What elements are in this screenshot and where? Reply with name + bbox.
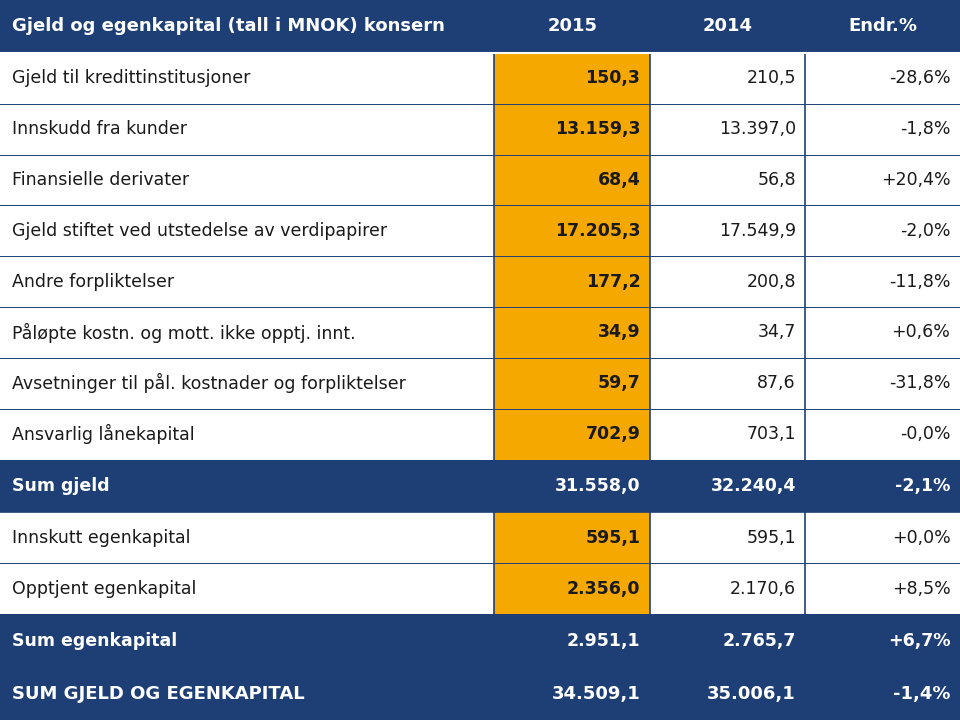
Text: +8,5%: +8,5% xyxy=(892,580,950,598)
Text: Sum gjeld: Sum gjeld xyxy=(12,477,109,495)
Text: 177,2: 177,2 xyxy=(586,273,640,291)
Text: 2.765,7: 2.765,7 xyxy=(723,631,796,649)
Text: Endr.%: Endr.% xyxy=(849,17,917,35)
Text: +0,0%: +0,0% xyxy=(892,529,950,547)
FancyBboxPatch shape xyxy=(0,307,960,358)
FancyBboxPatch shape xyxy=(0,358,960,409)
FancyBboxPatch shape xyxy=(0,104,960,155)
Text: Finansielle derivater: Finansielle derivater xyxy=(12,171,189,189)
Text: -31,8%: -31,8% xyxy=(889,374,950,392)
FancyBboxPatch shape xyxy=(0,256,960,307)
Text: 56,8: 56,8 xyxy=(757,171,796,189)
Text: Gjeld stiftet ved utstedelse av verdipapirer: Gjeld stiftet ved utstedelse av verdipap… xyxy=(12,222,387,240)
Text: 68,4: 68,4 xyxy=(597,171,640,189)
Text: 34.509,1: 34.509,1 xyxy=(552,685,640,703)
FancyBboxPatch shape xyxy=(494,104,650,155)
FancyBboxPatch shape xyxy=(494,155,650,205)
Text: SUM GJELD OG EGENKAPITAL: SUM GJELD OG EGENKAPITAL xyxy=(12,685,304,703)
Text: Gjeld til kredittinstitusjoner: Gjeld til kredittinstitusjoner xyxy=(12,69,250,87)
Text: Innskutt egenkapital: Innskutt egenkapital xyxy=(12,529,190,547)
Text: Andre forpliktelser: Andre forpliktelser xyxy=(12,273,174,291)
Text: 150,3: 150,3 xyxy=(586,69,640,87)
FancyBboxPatch shape xyxy=(494,358,650,409)
Text: 595,1: 595,1 xyxy=(586,529,640,547)
FancyBboxPatch shape xyxy=(494,256,650,307)
Text: 13.397,0: 13.397,0 xyxy=(719,120,796,138)
Text: Avsetninger til pål. kostnader og forpliktelser: Avsetninger til pål. kostnader og forpli… xyxy=(12,373,405,393)
FancyBboxPatch shape xyxy=(0,0,960,53)
Text: Ansvarlig lånekapital: Ansvarlig lånekapital xyxy=(12,424,194,444)
Text: 2.170,6: 2.170,6 xyxy=(730,580,796,598)
Text: 210,5: 210,5 xyxy=(746,69,796,87)
FancyBboxPatch shape xyxy=(0,53,960,104)
Text: 31.558,0: 31.558,0 xyxy=(555,477,640,495)
Text: 87,6: 87,6 xyxy=(757,374,796,392)
Text: 703,1: 703,1 xyxy=(746,425,796,443)
FancyBboxPatch shape xyxy=(0,563,960,614)
Text: -1,4%: -1,4% xyxy=(893,685,950,703)
FancyBboxPatch shape xyxy=(494,205,650,256)
Text: +0,6%: +0,6% xyxy=(892,323,950,341)
FancyBboxPatch shape xyxy=(0,409,960,459)
Text: 13.159,3: 13.159,3 xyxy=(555,120,640,138)
FancyBboxPatch shape xyxy=(494,563,650,614)
Text: 17.205,3: 17.205,3 xyxy=(555,222,640,240)
Text: +20,4%: +20,4% xyxy=(880,171,950,189)
Text: 34,9: 34,9 xyxy=(598,323,640,341)
FancyBboxPatch shape xyxy=(494,53,650,104)
Text: 34,7: 34,7 xyxy=(757,323,796,341)
Text: 2.951,1: 2.951,1 xyxy=(566,631,640,649)
Text: Gjeld og egenkapital (tall i MNOK) konsern: Gjeld og egenkapital (tall i MNOK) konse… xyxy=(12,17,444,35)
FancyBboxPatch shape xyxy=(0,614,960,667)
Text: 2014: 2014 xyxy=(703,17,753,35)
Text: 32.240,4: 32.240,4 xyxy=(710,477,796,495)
FancyBboxPatch shape xyxy=(0,155,960,205)
Text: -2,0%: -2,0% xyxy=(900,222,950,240)
Text: 595,1: 595,1 xyxy=(746,529,796,547)
FancyBboxPatch shape xyxy=(0,667,960,720)
Text: 2.356,0: 2.356,0 xyxy=(566,580,640,598)
FancyBboxPatch shape xyxy=(0,459,960,513)
Text: -1,8%: -1,8% xyxy=(900,120,950,138)
Text: -11,8%: -11,8% xyxy=(889,273,950,291)
FancyBboxPatch shape xyxy=(494,307,650,358)
FancyBboxPatch shape xyxy=(0,205,960,256)
Text: Opptjent egenkapital: Opptjent egenkapital xyxy=(12,580,196,598)
Text: Sum egenkapital: Sum egenkapital xyxy=(12,631,177,649)
Text: -2,1%: -2,1% xyxy=(895,477,950,495)
Text: 35.006,1: 35.006,1 xyxy=(708,685,796,703)
Text: -0,0%: -0,0% xyxy=(900,425,950,443)
Text: 200,8: 200,8 xyxy=(746,273,796,291)
FancyBboxPatch shape xyxy=(494,513,650,563)
Text: 17.549,9: 17.549,9 xyxy=(719,222,796,240)
Text: 2015: 2015 xyxy=(547,17,597,35)
FancyBboxPatch shape xyxy=(0,513,960,563)
FancyBboxPatch shape xyxy=(494,409,650,459)
Text: -28,6%: -28,6% xyxy=(889,69,950,87)
Text: Innskudd fra kunder: Innskudd fra kunder xyxy=(12,120,186,138)
Text: Påløpte kostn. og mott. ikke opptj. innt.: Påløpte kostn. og mott. ikke opptj. innt… xyxy=(12,323,355,343)
Text: +6,7%: +6,7% xyxy=(888,631,950,649)
Text: 702,9: 702,9 xyxy=(586,425,640,443)
Text: 59,7: 59,7 xyxy=(597,374,640,392)
